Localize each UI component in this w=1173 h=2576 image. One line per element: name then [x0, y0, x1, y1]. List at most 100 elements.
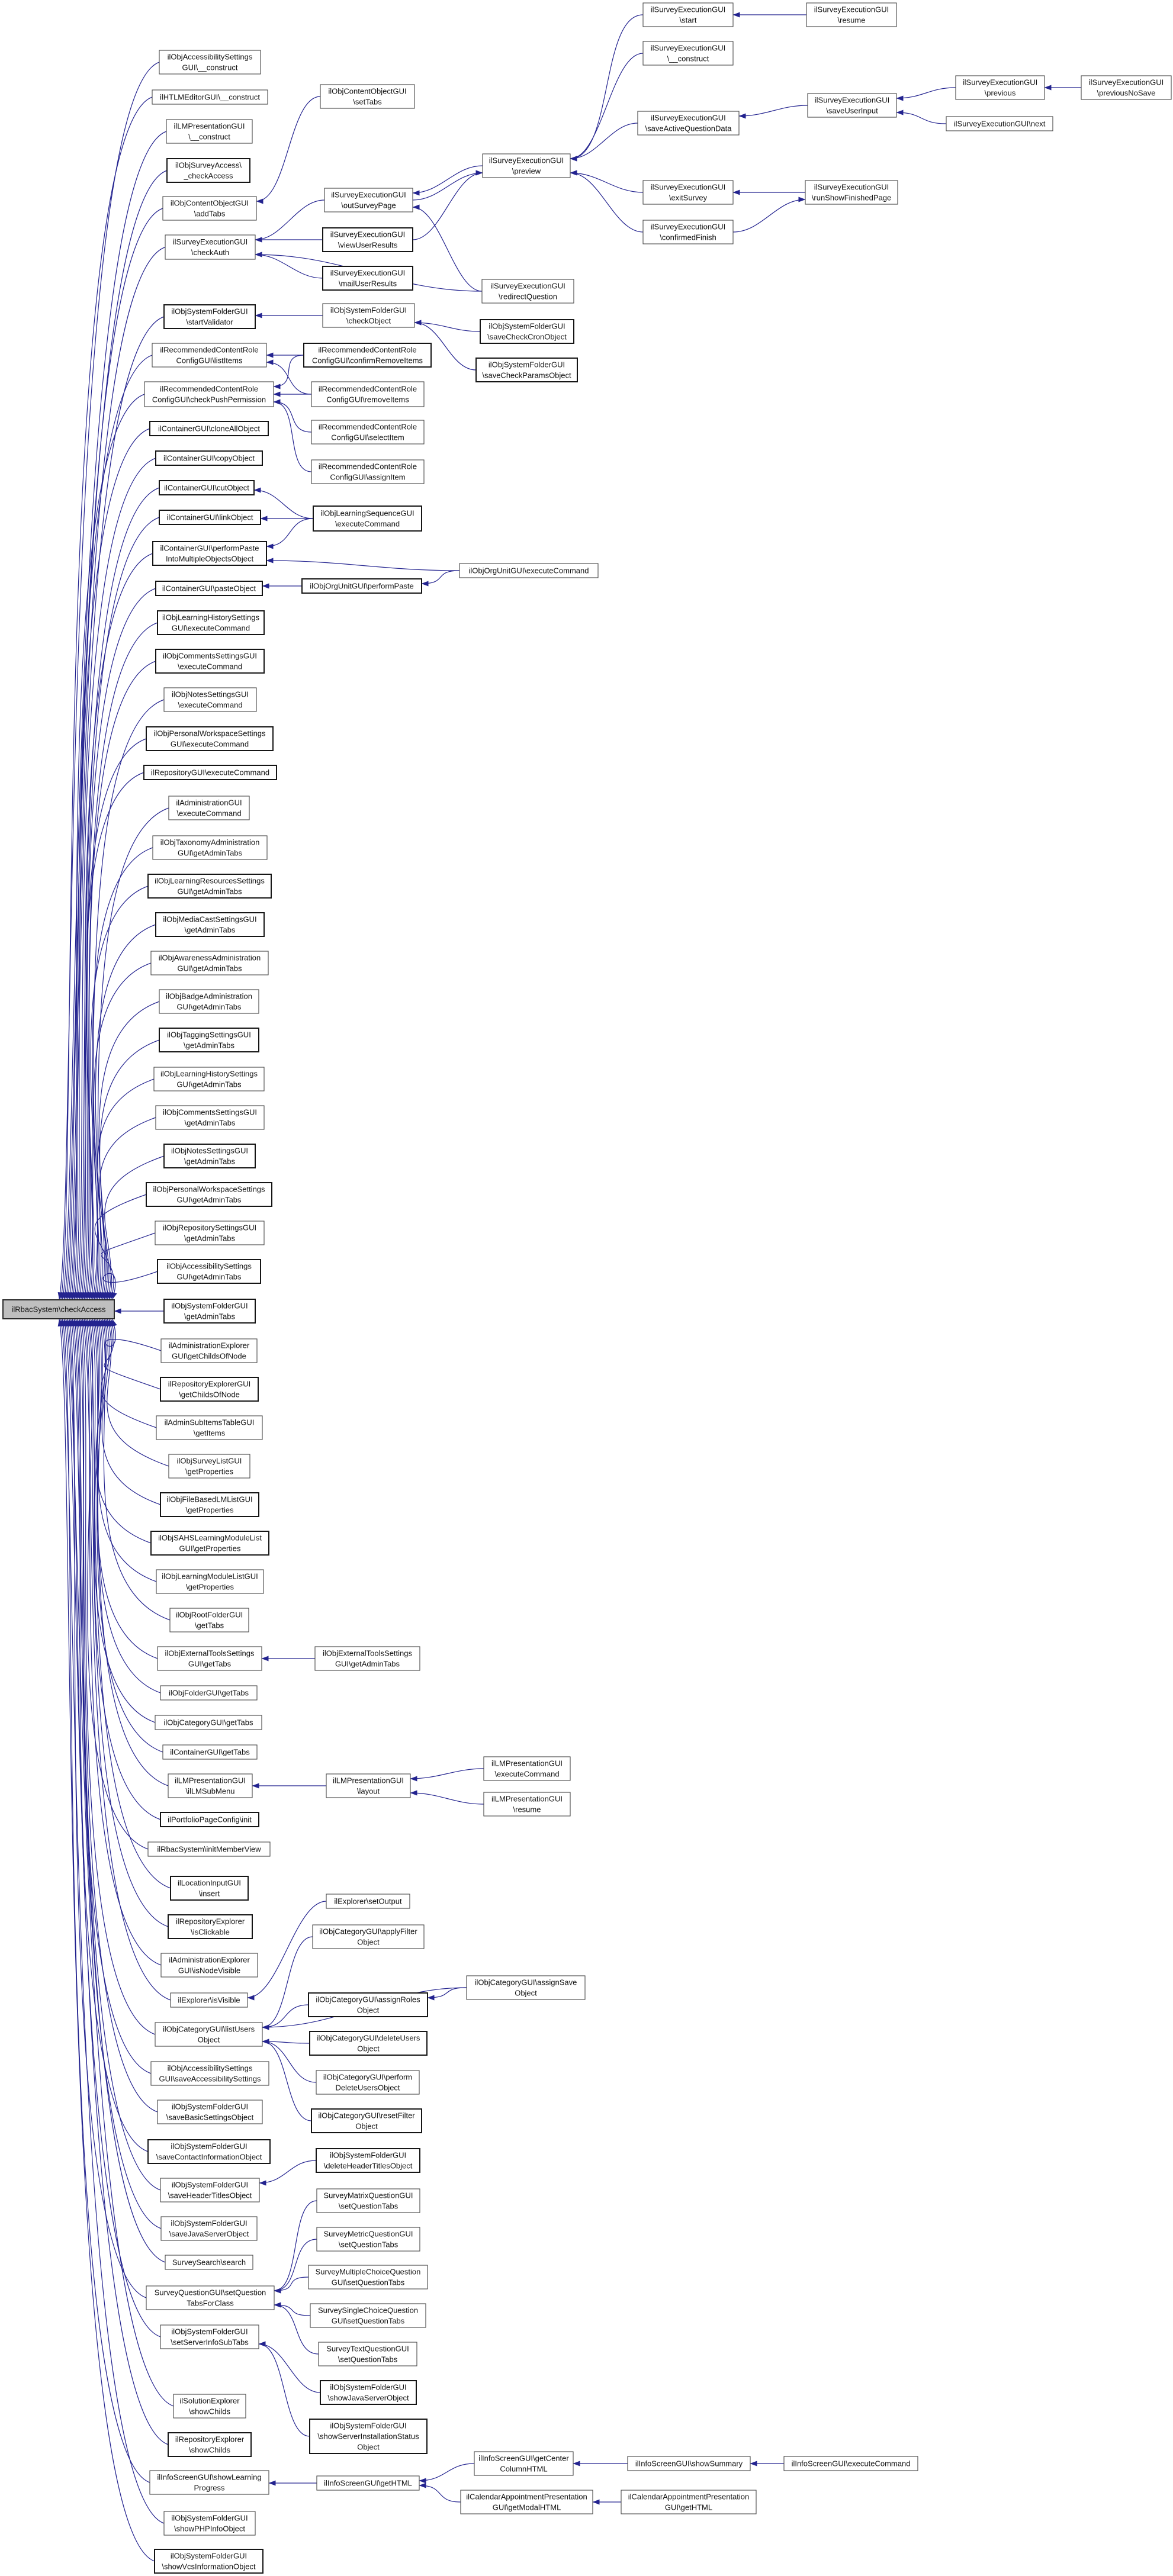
function-node-n78[interactable]: ilLMPresentationGUI \executeCommand: [483, 1756, 571, 1781]
function-node-n25[interactable]: ilObjSystemFolderGUI \checkObject: [322, 303, 415, 328]
function-node-n18[interactable]: ilSurveyExecutionGUI \previousNoSave: [1081, 75, 1172, 100]
function-node-n42[interactable]: ilObjOrgUnitGUI\performPaste: [301, 578, 422, 594]
function-node-n64[interactable]: ilRepositoryExplorerGUI\getChildsOfNode: [160, 1377, 259, 1402]
function-node-n16[interactable]: ilSurveyExecutionGUI \saveUserInput: [807, 93, 897, 118]
function-node-n46[interactable]: ilObjPersonalWorkspaceSettings GUI\execut…: [146, 726, 274, 751]
function-node-n10[interactable]: ilSurveyExecutionGUI \viewUserResults: [322, 227, 413, 252]
function-node-n94[interactable]: ilObjSystemFolderGUI \saveBasicSettingsOb…: [157, 2100, 263, 2124]
function-node-n95[interactable]: ilObjCategoryGUI\resetFilter Object: [311, 2108, 422, 2133]
function-node-n33[interactable]: ilRecommendedContentRoleConfigGUI\select…: [311, 420, 425, 445]
function-node-n31[interactable]: ilRecommendedContentRoleConfigGUI\remove…: [311, 381, 425, 407]
function-node-n98[interactable]: ilObjSystemFolderGUI \saveHeaderTitlesObj…: [160, 2178, 260, 2203]
function-node-n50[interactable]: ilObjLearningResourcesSettingsGUI\getAdm…: [147, 874, 272, 899]
function-node-n06[interactable]: ilObjContentObjectGUI \addTabs: [162, 196, 257, 221]
function-node-n26[interactable]: ilObjSystemFolderGUI \saveCheckCronObject: [480, 319, 574, 344]
function-node-n69[interactable]: ilObjLearningModuleListGUI \getProperties: [156, 1569, 264, 1594]
function-node-n104[interactable]: SurveyQuestionGUI\setQuestion TabsForClas…: [146, 2285, 275, 2310]
function-node-n82[interactable]: ilLocationInputGUI\insert: [170, 1876, 249, 1901]
function-node-n72[interactable]: ilObjExternalToolsSettings GUI\getAdminTa…: [314, 1646, 420, 1671]
function-node-n106[interactable]: ilObjSystemFolderGUI \setServerInfoSubTab…: [160, 2324, 259, 2349]
function-node-n12[interactable]: ilSurveyExecutionGUI\redirectQuestion: [481, 279, 574, 304]
function-node-n73[interactable]: ilObjFolderGUI\getTabs: [160, 1685, 258, 1701]
function-node-n74[interactable]: ilObjCategoryGUI\getTabs: [155, 1715, 262, 1730]
function-node-n115[interactable]: ilCalendarAppointmentPresentation GUI\get…: [460, 2490, 593, 2514]
function-node-n13[interactable]: ilSurveyExecutionGUI \start: [642, 2, 734, 27]
function-node-n80[interactable]: ilPortfolioPageConfig\init: [160, 1812, 259, 1827]
function-node-n88[interactable]: ilObjCategoryGUI\assignRoles Object: [308, 1992, 428, 2017]
function-node-n47[interactable]: ilRepositoryGUI\executeCommand: [143, 765, 277, 780]
function-node-n57[interactable]: ilObjNotesSettingsGUI \getAdminTabs: [163, 1144, 256, 1168]
function-node-n87[interactable]: ilExplorer\isVisible: [170, 1992, 248, 2008]
function-node-n113[interactable]: ilInfoScreenGUI\getHTML: [316, 2475, 420, 2491]
function-node-n49[interactable]: ilObjTaxonomyAdministration GUI\getAdminT…: [152, 835, 268, 860]
function-node-n51[interactable]: ilObjMediaCastSettingsGUI \getAdminTabs: [155, 912, 265, 937]
function-node-n19[interactable]: ilSurveyExecutionGUI\next: [946, 116, 1053, 131]
function-node-n70[interactable]: ilObjRootFolderGUI \getTabs: [169, 1608, 249, 1632]
function-node-n23[interactable]: ilSurveyExecutionGUI \confirmedFinish: [642, 220, 734, 244]
function-node-n117[interactable]: ilObjSystemFolderGUI\showVcsInformationO…: [154, 2549, 263, 2574]
function-node-n67[interactable]: ilObjFileBasedLMListGUI \getProperties: [160, 1492, 259, 1517]
function-node-n84[interactable]: ilRepositoryExplorer \isClickable: [168, 1914, 253, 1939]
function-node-n38[interactable]: ilObjLearningSequenceGUI \executeCommand: [313, 505, 422, 532]
function-node-n120[interactable]: ilCalendarAppointmentPresentation GUI\get…: [621, 2490, 757, 2514]
function-node-n41[interactable]: ilContainerGUI\pasteObject: [155, 581, 263, 596]
function-node-n114[interactable]: ilInfoScreenGUI\getCenter ColumnHTML: [474, 2451, 574, 2476]
function-node-n63[interactable]: ilAdministrationExplorer GUI\getChildsOfN…: [160, 1338, 258, 1363]
function-node-n60[interactable]: ilObjAccessibilitySettings GUI\getAdminTa…: [157, 1259, 261, 1284]
function-node-n86[interactable]: ilAdministrationExplorerGUI\isNodeVisibl…: [160, 1953, 258, 1978]
function-node-n44[interactable]: ilObjCommentsSettingsGUI\executeCommand: [155, 649, 265, 674]
function-node-n45[interactable]: ilObjNotesSettingsGUI \executeCommand: [163, 687, 257, 712]
function-node-n90[interactable]: ilObjCategoryGUI\listUsers Object: [155, 2022, 263, 2047]
function-node-n100[interactable]: SurveyMatrixQuestionGUI \setQuestionTabs: [316, 2188, 420, 2213]
function-node-n76[interactable]: ilLMPresentationGUI \ilLMSubMenu: [168, 1773, 253, 1798]
function-node-n103[interactable]: SurveyMultipleChoiceQuestion GUI\setQuest…: [308, 2265, 428, 2290]
function-node-n32[interactable]: ilContainerGUI\cloneAllObject: [149, 421, 269, 436]
function-node-n22[interactable]: ilSurveyExecutionGUI \runShowFinishedPage: [805, 180, 898, 205]
function-node-n07[interactable]: ilSurveyExecutionGUI \preview: [482, 153, 571, 178]
function-node-n52[interactable]: ilObjAwarenessAdministration GUI\getAdmin…: [150, 951, 269, 975]
function-node-n55[interactable]: ilObjLearningHistorySettings GUI\getAdmin…: [153, 1067, 265, 1091]
function-node-n58[interactable]: ilObjPersonalWorkspaceSettings GUI\getAdm…: [146, 1182, 272, 1207]
function-node-n105[interactable]: SurveySingleChoiceQuestion GUI\setQuestio…: [310, 2303, 426, 2328]
function-node-n05[interactable]: ilObjContentObjectGUI \setTabs: [320, 84, 415, 109]
function-node-n75[interactable]: ilContainerGUI\getTabs: [162, 1744, 258, 1760]
function-node-n101[interactable]: SurveyMetricQuestionGUI\setQuestionTabs: [316, 2227, 420, 2252]
function-node-n08[interactable]: ilSurveyExecutionGUI \outSurveyPage: [324, 188, 413, 212]
function-node-n54[interactable]: ilObjTaggingSettingsGUI \getAdminTabs: [159, 1028, 259, 1052]
function-node-n11[interactable]: ilSurveyExecutionGUI\mailUserResults: [322, 266, 413, 291]
function-node-n81[interactable]: ilRbacSystem\initMemberView: [147, 1841, 271, 1857]
function-node-n04[interactable]: ilObjSurveyAccess\ _checkAccess: [166, 158, 250, 183]
function-node-n56[interactable]: ilObjCommentsSettingsGUI \getAdminTabs: [155, 1105, 265, 1130]
function-node-n107[interactable]: SurveyTextQuestionGUI \setQuestionTabs: [318, 2342, 417, 2366]
function-node-n01[interactable]: ilObjAccessibilitySettingsGUI\__construc…: [159, 50, 261, 75]
function-node-n65[interactable]: ilAdminSubItemsTableGUI \getItems: [156, 1415, 263, 1440]
function-node-n71[interactable]: ilObjExternalToolsSettings GUI\getTabs: [157, 1646, 262, 1671]
function-node-n37[interactable]: ilContainerGUI\linkObject: [159, 510, 261, 525]
function-node-n15[interactable]: ilSurveyExecutionGUI\__construct: [642, 41, 734, 66]
function-node-n62[interactable]: ilObjSystemFolderGUI \getAdminTabs: [163, 1299, 256, 1324]
function-node-n40[interactable]: ilObjOrgUnitGUI\executeCommand: [459, 563, 599, 578]
function-node-n28[interactable]: ilRecommendedContentRoleConfigGUI\listIt…: [152, 343, 267, 368]
function-node-n83[interactable]: ilExplorer\setOutput: [326, 1894, 410, 1909]
function-node-n118[interactable]: ilInfoScreenGUI\showSummary: [627, 2456, 751, 2471]
function-node-n111[interactable]: ilObjSystemFolderGUI \showServerInstallat…: [309, 2419, 428, 2454]
function-node-n68[interactable]: ilObjSAHSLearningModuleListGUI\getProper…: [150, 1531, 269, 1556]
function-node-n14[interactable]: ilSurveyExecutionGUI \resume: [806, 2, 897, 27]
function-node-n110[interactable]: ilRepositoryExplorer \showChilds: [168, 2432, 252, 2457]
function-node-n53[interactable]: ilObjBadgeAdministration GUI\getAdminTabs: [159, 989, 259, 1014]
function-node-n102[interactable]: SurveySearch\search: [165, 2255, 253, 2270]
function-node-n92[interactable]: ilObjAccessibilitySettings GUI\saveAccess…: [150, 2061, 269, 2086]
function-node-n21[interactable]: ilSurveyExecutionGUI \exitSurvey: [642, 180, 734, 205]
function-node-n77[interactable]: ilLMPresentationGUI \layout: [326, 1773, 411, 1798]
function-node-n93[interactable]: ilObjCategoryGUI\perform DeleteUsersObjec…: [316, 2070, 420, 2095]
function-node-n66[interactable]: ilObjSurveyListGUI\getProperties: [168, 1454, 250, 1479]
function-node-n99[interactable]: ilObjSystemFolderGUI \saveJavaServerObjec…: [160, 2216, 258, 2241]
function-node-n96[interactable]: ilObjSystemFolderGUI \saveContactInformat…: [147, 2139, 271, 2164]
function-node-n27[interactable]: ilObjSystemFolderGUI \saveCheckParamsObje…: [475, 358, 578, 382]
function-node-n39[interactable]: ilContainerGUI\performPaste IntoMultipleO…: [152, 541, 267, 566]
function-node-n112[interactable]: ilInfoScreenGUI\showLearning Progress: [149, 2470, 269, 2495]
function-node-n59[interactable]: ilObjRepositorySettingsGUI \getAdminTabs: [155, 1221, 265, 1245]
function-node-n116[interactable]: ilObjSystemFolderGUI \showPHPInfoObject: [163, 2511, 256, 2536]
function-node-n89[interactable]: ilObjCategoryGUI\assignSave Object: [466, 1975, 586, 2000]
